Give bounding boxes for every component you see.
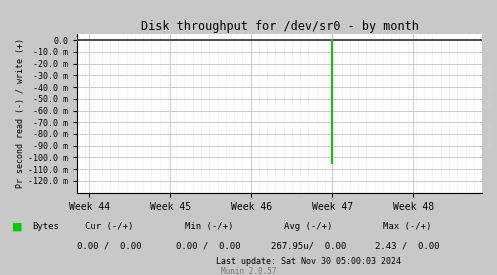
Title: Disk throughput for /dev/sr0 - by month: Disk throughput for /dev/sr0 - by month bbox=[141, 20, 418, 33]
Text: 267.95u/  0.00: 267.95u/ 0.00 bbox=[270, 242, 346, 251]
Text: Min (-/+): Min (-/+) bbox=[184, 222, 233, 231]
Text: 0.00 /  0.00: 0.00 / 0.00 bbox=[77, 242, 142, 251]
Text: 2.43 /  0.00: 2.43 / 0.00 bbox=[375, 242, 440, 251]
Text: ■: ■ bbox=[12, 222, 23, 232]
Y-axis label: Pr second read (-) / write (+): Pr second read (-) / write (+) bbox=[16, 39, 25, 188]
Text: Avg (-/+): Avg (-/+) bbox=[284, 222, 332, 231]
Text: Bytes: Bytes bbox=[32, 222, 59, 231]
Text: Cur (-/+): Cur (-/+) bbox=[85, 222, 134, 231]
Text: 0.00 /  0.00: 0.00 / 0.00 bbox=[176, 242, 241, 251]
Text: Munin 2.0.57: Munin 2.0.57 bbox=[221, 267, 276, 275]
Text: Max (-/+): Max (-/+) bbox=[383, 222, 432, 231]
Text: RRDTOOL / TOBI OETIKER: RRDTOOL / TOBI OETIKER bbox=[489, 63, 494, 146]
Text: Last update: Sat Nov 30 05:00:03 2024: Last update: Sat Nov 30 05:00:03 2024 bbox=[216, 257, 401, 266]
